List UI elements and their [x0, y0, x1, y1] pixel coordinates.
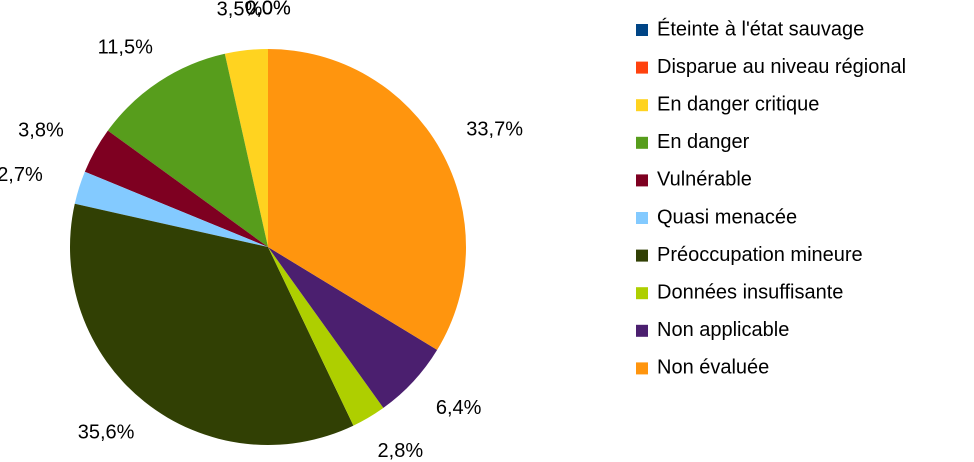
legend-label: Non évaluée: [657, 357, 769, 379]
legend-label: En danger: [657, 131, 750, 153]
slice-label: 33,7%: [466, 119, 523, 141]
legend-swatch: [636, 61, 648, 74]
slice-label: 0,0%: [245, 0, 291, 19]
slice-label: 2,7%: [0, 164, 43, 186]
legend-swatch: [636, 136, 648, 149]
legend-swatch: [636, 24, 648, 36]
legend-swatch: [636, 287, 648, 300]
legend-swatch: [636, 249, 648, 262]
pie-slice: [84, 130, 268, 247]
legend-label: En danger critique: [657, 93, 819, 115]
legend-label: Éteinte à l'état sauvage: [657, 17, 864, 40]
pie-slice: [268, 48, 466, 350]
legend-label: Disparue au niveau régional: [657, 56, 906, 78]
legend-label: Quasi menacée: [657, 206, 797, 228]
slice-label: 11,5%: [98, 36, 153, 58]
legend-swatch: [636, 174, 648, 187]
slice-label: 0,0%: [245, 0, 291, 19]
legend-label: Vulnérable: [657, 169, 752, 191]
legend-label: Préoccupation mineure: [657, 244, 863, 266]
slice-label: 35,6%: [78, 421, 135, 443]
legend-label: Données insuffisante: [657, 281, 843, 303]
slice-label: 6,4%: [436, 397, 482, 419]
pie-slice: [74, 171, 268, 247]
slice-label: 2,8%: [378, 440, 424, 462]
pie-slice: [107, 53, 268, 248]
slice-label: 3,8%: [18, 119, 64, 141]
pie-slice: [224, 49, 268, 247]
legend-swatch: [636, 99, 648, 112]
pie-slice: [268, 247, 384, 426]
legend-label: Non applicable: [657, 319, 789, 341]
pie-slice: [70, 203, 354, 445]
legend-swatch: [636, 212, 648, 224]
legend-swatch: [636, 362, 648, 375]
legend-swatch: [636, 324, 648, 337]
slice-label: 3,5%: [217, 0, 263, 21]
pie-slice: [268, 247, 438, 408]
